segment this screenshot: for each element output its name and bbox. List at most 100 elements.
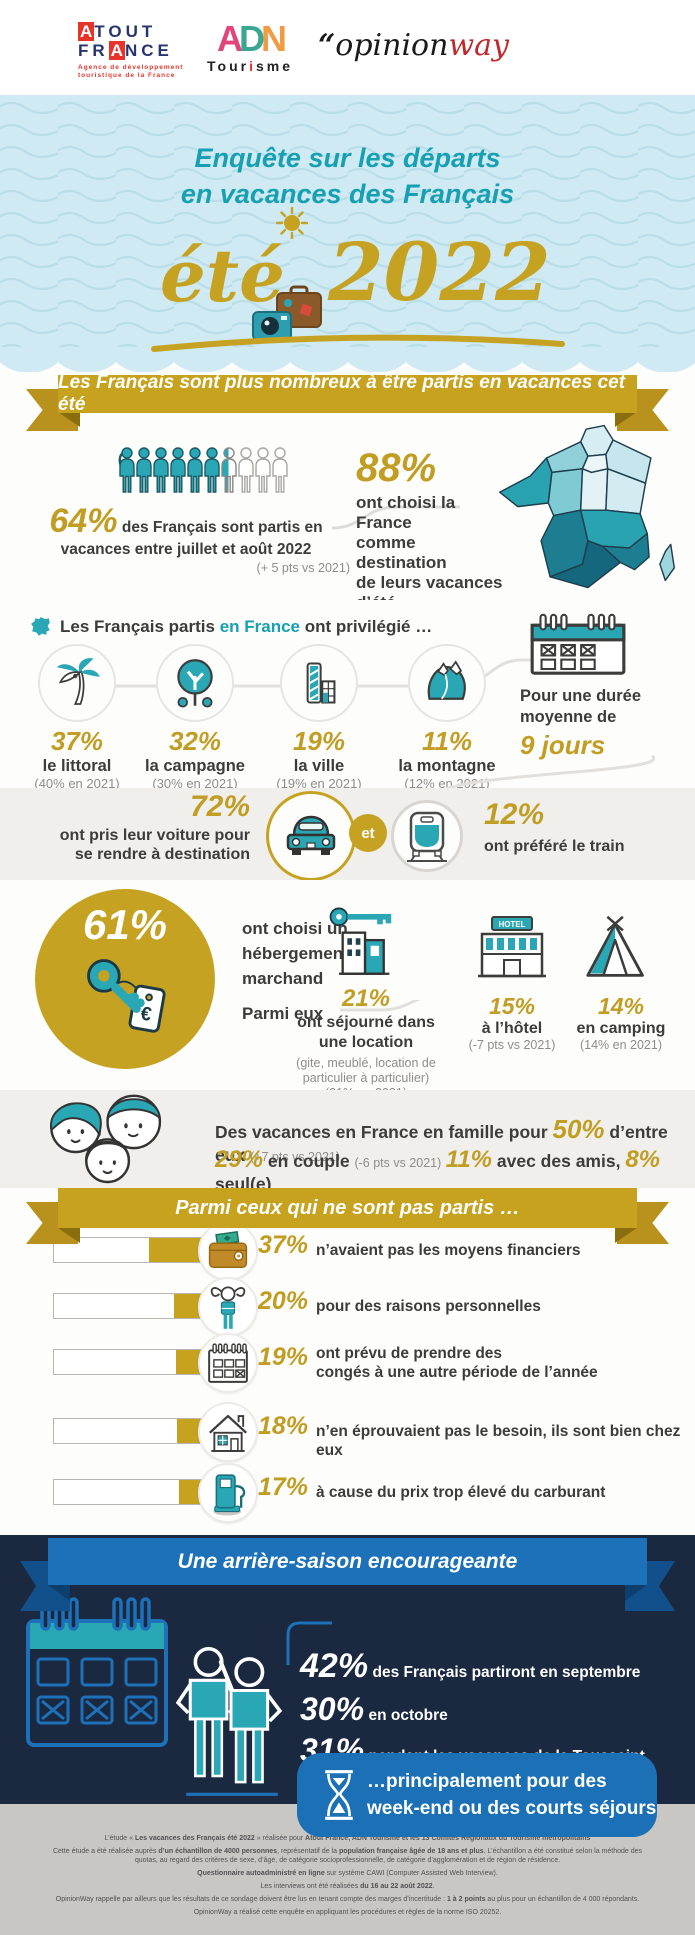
- company-line1: Des vacances en France en famille pour 5…: [215, 1114, 668, 1165]
- mountain-icon: [427, 660, 466, 700]
- hero-title-line1: Enquête sur les départs: [194, 143, 501, 173]
- footer-line: Les interviews ont été réalisées du 16 a…: [260, 1882, 435, 1890]
- ville-circle: [280, 644, 358, 722]
- car-icon: [286, 815, 336, 855]
- sun-icon: [276, 207, 308, 239]
- lodging-among: Parmi eux: [242, 1004, 324, 1023]
- camera-icon: [252, 311, 292, 341]
- atout-red-box: A: [78, 22, 95, 41]
- logo-bar: A TOUT FR A NCE Agence de développement tour…: [0, 0, 695, 95]
- city-buildings-icon: [306, 662, 336, 704]
- footer-line: OpinionWay a réalisé cette enquête en ap…: [193, 1908, 502, 1916]
- france-shape-icon: [31, 617, 50, 636]
- autumn-calendar-icon: [26, 1597, 168, 1747]
- ribbon2-bar: Parmi ceux qui ne sont pas partis …: [58, 1188, 637, 1228]
- key-tag-icon: €: [87, 959, 166, 1033]
- reason-icon-circle-3: [198, 1333, 258, 1393]
- footer-line: Cette étude a été réalisée auprès d’un é…: [52, 1848, 643, 1864]
- destination-campagne: 32% la campagne (30% en 2021): [130, 644, 260, 791]
- reason-bar-5: [53, 1479, 205, 1505]
- hero-title-line2: en vacances des Français: [180, 179, 515, 209]
- hotel-icon: HOTEL: [478, 916, 546, 978]
- season-word: été: [160, 233, 285, 318]
- lodging: 61% € ont choisi un hébergement marchand…: [0, 880, 695, 1100]
- hourglass-icon: [325, 1770, 353, 1820]
- littoral-circle: [38, 644, 116, 722]
- reason-icon-circle-4: [198, 1402, 258, 1462]
- lodging-text: ont choisi un hébergement marchand Parmi…: [242, 916, 349, 1026]
- opinionway-logo: “opinionway: [318, 28, 509, 63]
- calendar-reason-icon: [208, 1343, 248, 1383]
- tree-icon: [177, 659, 213, 708]
- departed-stats: 64% des Français sont partis en vacances…: [0, 424, 695, 664]
- atout-france-logo: A TOUT FR A NCE Agence de développement tour…: [78, 22, 183, 80]
- svg-text:HOTEL: HOTEL: [498, 920, 525, 929]
- stat-88-pct: 88%: [356, 446, 437, 490]
- destinations-heading: Les Français partis en France ont privil…: [30, 616, 432, 638]
- stat-car-pct: 72%: [189, 790, 250, 823]
- palm-tree-icon: [56, 658, 100, 705]
- family-icon: [50, 1094, 162, 1184]
- reason-text-3: ont prévu de prendre des congés à une au…: [316, 1345, 598, 1381]
- adn-tourisme-logo: ADN Tourisme: [207, 18, 293, 75]
- duration-text: Pour une durée moyenne de: [520, 687, 642, 726]
- stat-bracket-connector: [286, 1621, 332, 1665]
- stat-61-pct: 61%: [82, 901, 168, 948]
- adn-letters: ADN: [217, 18, 287, 59]
- stat-train-pct: 12%: [484, 798, 545, 831]
- rental-key-building-icon: [329, 907, 392, 975]
- lodging-gold-circle: 61% €: [35, 889, 215, 1069]
- reason-icon-circle-1: [198, 1221, 258, 1281]
- lodging-hotel: HOTEL 15% à l’hôtel (-7 pts vs 2021): [452, 912, 572, 1052]
- atout-france-line1: A TOUT: [78, 22, 157, 41]
- stat-64-pct: 64%: [49, 502, 118, 540]
- destination-littoral: 37% le littoral (40% en 2021): [12, 644, 142, 791]
- footer-line: L’étude « Les vacances des Français été …: [104, 1835, 591, 1842]
- wallet-icon: [208, 1231, 248, 1269]
- connector-curve: [332, 505, 460, 530]
- train-icon: [407, 811, 447, 862]
- short-stays-text: …principalement pour des week-end ou des…: [367, 1771, 657, 1819]
- short-stays-callout: …principalement pour des week-end ou des…: [297, 1753, 657, 1837]
- lodging-rental: 21% ont séjourné dans une location (gite…: [291, 904, 441, 1101]
- montagne-circle: [408, 644, 486, 722]
- stat-car: 72% ont pris leur voiture pour se rendre…: [28, 790, 250, 864]
- tent-icon: [586, 915, 644, 977]
- calendar-icon: [530, 613, 626, 675]
- worried-person-icon: [210, 1286, 246, 1329]
- not-departed: Parmi ceux qui ne sont pas partis … 37% …: [0, 1188, 695, 1535]
- lodging-camping: 14% en camping (14% en 2021): [566, 914, 676, 1052]
- france-map: [498, 424, 676, 589]
- atout-red-box-2: A: [108, 41, 125, 60]
- destination-montagne: 11% la montagne (12% en 2021): [382, 644, 512, 791]
- footer-line: OpinionWay rappelle par ailleurs que les…: [55, 1895, 640, 1903]
- stat-train-text: ont préféré le train: [484, 838, 625, 855]
- train-circle: [391, 800, 463, 872]
- campagne-circle: [156, 644, 234, 722]
- footer-line: Questionnaire autoadministré en ligne su…: [197, 1869, 498, 1877]
- blue-ribbon-bar: Une arrière-saison encourageante: [48, 1538, 647, 1585]
- company-line2: 29% en couple (-6 pts vs 2021) 11% avec …: [215, 1146, 660, 1194]
- gold-swoosh-underline: [151, 334, 565, 352]
- reason-icon-circle-5: [198, 1463, 258, 1523]
- autumn: Une arrière-saison encourageante: [0, 1535, 695, 1837]
- ribbon-departed-bar: Les Français sont plus nombreux à être p…: [58, 372, 637, 415]
- among-connector: [340, 1000, 422, 1012]
- svg-text:€: €: [139, 1003, 153, 1026]
- and-badge: et: [349, 814, 387, 852]
- adn-word: Tourisme: [207, 58, 293, 74]
- destinations: Les Français partis en France ont privil…: [0, 600, 695, 799]
- season-year: 2022: [328, 225, 551, 319]
- atout-tagline: Agence de développement touristique de la…: [78, 64, 184, 79]
- destination-ville: 19% la ville (19% en 2021): [254, 644, 384, 791]
- reason-bar-4: [53, 1418, 205, 1444]
- car-circle: [266, 791, 356, 881]
- reason-bar-2: [53, 1293, 205, 1319]
- stat-64: 64% des Français sont partis en vacances…: [49, 502, 350, 575]
- wave-scallop-edge: [0, 347, 695, 373]
- footer-lines: L’étude « Les vacances des Français été …: [48, 1804, 648, 1917]
- wave-background: [0, 95, 695, 353]
- autumn-stat-1: 42% des Français partiront en septembre: [300, 1647, 641, 1685]
- company: Des vacances en France en famille pour 5…: [0, 1090, 695, 1194]
